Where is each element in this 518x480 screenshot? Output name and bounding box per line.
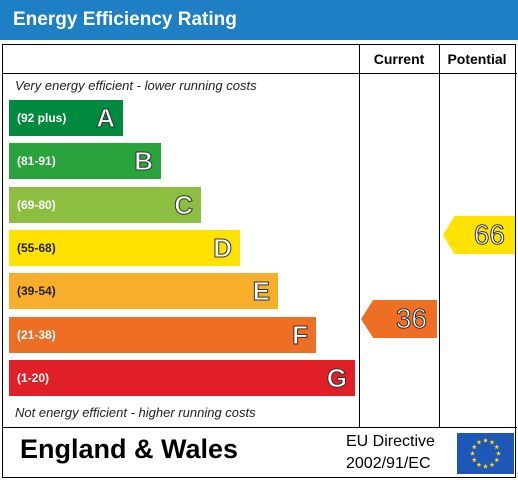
- note-inefficient: Not energy efficient - higher running co…: [15, 405, 256, 420]
- band-e: (39-54) E: [9, 273, 278, 309]
- band-range: (55-68): [17, 241, 56, 255]
- eu-star: [483, 463, 488, 469]
- eu-star: [470, 450, 475, 456]
- band-a: (92 plus) A: [9, 100, 123, 136]
- band-b: (81-91) B: [9, 143, 161, 179]
- note-efficient: Very energy efficient - lower running co…: [15, 78, 257, 93]
- eu-directive-label: EU Directive: [346, 433, 435, 450]
- rating-title: Energy Efficiency Rating: [0, 0, 518, 40]
- band-letter: E: [252, 276, 270, 307]
- eu-star: [471, 457, 477, 463]
- eu-flag-icon: [457, 433, 514, 474]
- eu-directive-number: 2002/91/EC: [346, 455, 431, 472]
- band-range: (21-38): [17, 328, 56, 342]
- eu-star: [489, 462, 495, 467]
- band-c: (69-80) C: [9, 187, 201, 223]
- band-f: (21-38) F: [9, 317, 316, 353]
- band-letter: B: [134, 146, 154, 177]
- column-header-current: Current: [373, 51, 425, 67]
- column-header-potential: Potential: [447, 51, 507, 67]
- band-range: (39-54): [17, 284, 56, 298]
- eu-star: [471, 444, 477, 450]
- band-letter: A: [96, 103, 116, 134]
- band-letter: C: [174, 190, 194, 221]
- header-divider: [3, 73, 517, 74]
- current-rating-arrow: 36: [361, 300, 437, 338]
- band-d: (55-68) D: [9, 230, 240, 266]
- band-g: (1-20) G: [9, 360, 355, 396]
- eu-star: [476, 439, 482, 445]
- eu-star: [494, 457, 500, 463]
- band-range: (1-20): [17, 371, 50, 385]
- column-divider: [439, 45, 440, 428]
- eu-star: [489, 439, 495, 445]
- band-letter: G: [326, 363, 347, 394]
- potential-rating-arrow: 66: [443, 216, 515, 254]
- column-divider: [359, 45, 360, 428]
- eu-star: [483, 437, 488, 443]
- eu-stars: [470, 437, 501, 469]
- eu-star: [476, 462, 482, 467]
- eu-star: [496, 450, 501, 456]
- band-letter: F: [292, 320, 309, 351]
- band-range: (81-91): [17, 154, 56, 168]
- region-label: England & Wales: [20, 434, 239, 464]
- eu-star: [494, 444, 500, 450]
- band-range: (69-80): [17, 198, 56, 212]
- band-letter: D: [213, 233, 233, 264]
- rating-table: Current Potential Very energy efficient …: [2, 44, 517, 478]
- footer-divider: [3, 427, 517, 428]
- band-range: (92 plus): [17, 111, 67, 125]
